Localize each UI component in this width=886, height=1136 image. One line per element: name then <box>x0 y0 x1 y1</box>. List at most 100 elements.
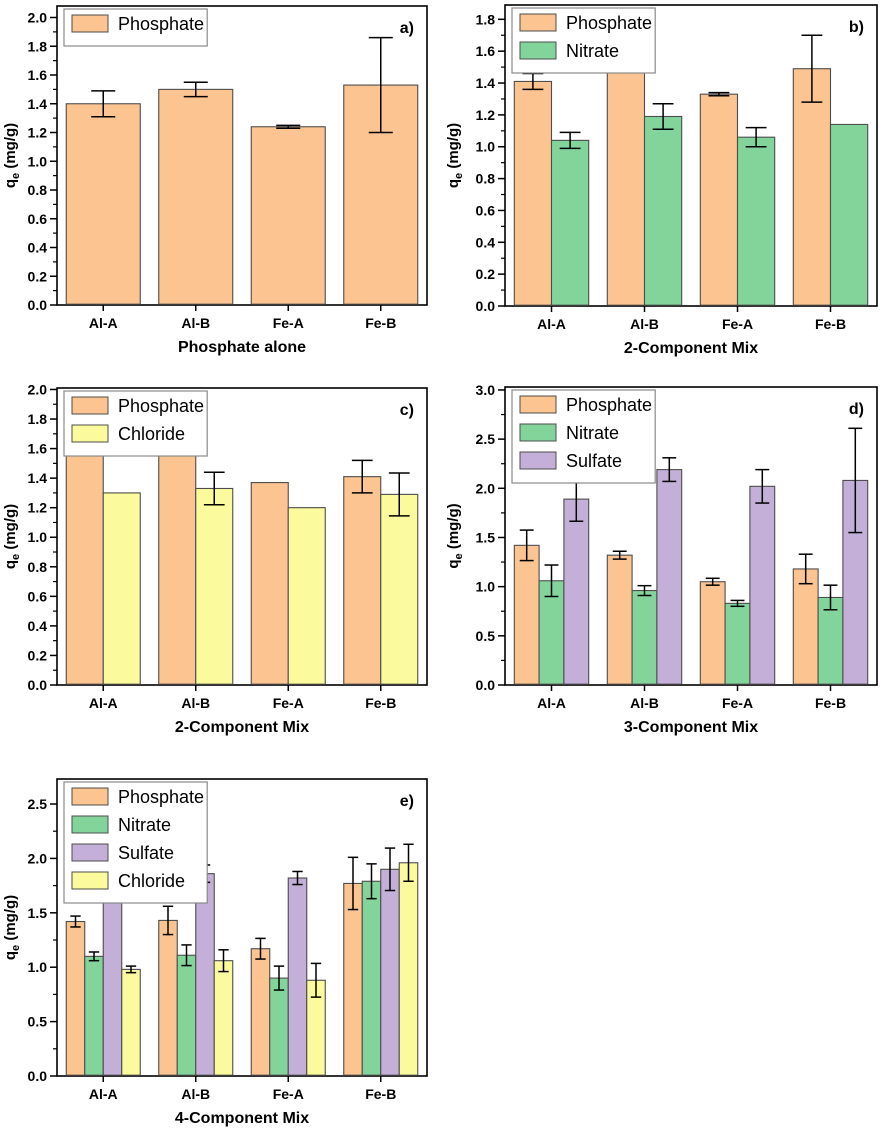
legend-label-phosphate: Phosphate <box>566 395 652 415</box>
panel-a: 0.0 0.2 0.4 0.6 0.8 1.0 1.2 1.4 1.6 1.8 2.0 Al-A Al-… <box>0 0 443 368</box>
bar-phosphate-fe-a <box>250 482 289 685</box>
legend-swatch-chloride <box>71 424 109 443</box>
y-tick-label: 0.0 <box>28 297 48 313</box>
bar-sulfate-fe-a <box>749 485 776 685</box>
legend-label-nitrate: Nitrate <box>566 41 619 61</box>
legend-label-nitrate: Nitrate <box>566 423 619 443</box>
y-tick-label: 0.4 <box>476 234 496 250</box>
y-axis-title: qe (mg/g) <box>445 123 465 188</box>
y-tick-label: 1.4 <box>28 96 48 112</box>
bar-phosphate-al-a <box>65 446 104 685</box>
y-tick-label: 0.6 <box>28 211 48 227</box>
bar-chloride-al-a <box>102 492 141 685</box>
x-category-label-al-a: Al-A <box>89 1086 118 1102</box>
y-tick-label: 1.2 <box>476 107 496 123</box>
bar-nitrate-al-b <box>176 954 197 1076</box>
x-axis-title: 3-Component Mix <box>624 719 758 736</box>
x-category-label-fe-b: Fe-B <box>365 1086 396 1102</box>
panel-letter-c: c) <box>400 402 414 419</box>
bar-nitrate-al-b <box>643 115 683 306</box>
x-category-label-fe-b: Fe-B <box>815 695 846 711</box>
bar-phosphate-al-b <box>606 554 633 685</box>
panel-letter-e: e) <box>400 793 414 810</box>
y-tick-label: 1.0 <box>28 153 48 169</box>
bar-phosphate-fe-b <box>343 476 382 685</box>
bar-nitrate-al-a <box>550 139 590 306</box>
bar-nitrate-al-a <box>84 955 104 1076</box>
x-category-label-fe-a: Fe-A <box>273 315 304 331</box>
bar-nitrate-fe-a <box>724 602 751 685</box>
bar-chloride-fe-b <box>398 862 419 1076</box>
legend-label-sulfate: Sulfate <box>566 451 622 471</box>
bar-sulfate-al-a <box>563 498 590 685</box>
bar-phosphate-fe-b <box>792 568 819 685</box>
x-axis-title: 4-Component Mix <box>175 1110 309 1127</box>
bar-sulfate-fe-b <box>380 868 400 1076</box>
y-tick-label: 0.5 <box>28 1014 48 1030</box>
y-tick-label: 0.0 <box>476 298 496 314</box>
y-tick-label: 0.2 <box>28 647 48 663</box>
y-tick-label: 0.0 <box>28 1068 48 1084</box>
bar-sulfate-al-a <box>102 873 123 1076</box>
x-axis-title: 2-Component Mix <box>624 340 758 357</box>
y-tick-label: 1.5 <box>28 905 48 921</box>
x-category-label-al-b: Al-B <box>181 695 210 711</box>
bar-phosphate-al-a <box>513 80 553 306</box>
bar-sulfate-al-b <box>195 873 215 1076</box>
legend-swatch-nitrate <box>519 423 557 442</box>
legend-swatch-phosphate <box>519 13 557 32</box>
y-tick-label: 2.0 <box>28 850 48 866</box>
legend-label-phosphate: Phosphate <box>118 396 204 416</box>
bar-chloride-al-b <box>195 487 234 685</box>
bar-chloride-al-b <box>213 960 234 1076</box>
x-category-label-al-a: Al-A <box>89 695 118 711</box>
y-axis-title: qe (mg/g) <box>2 895 22 960</box>
y-tick-label: 1.4 <box>28 470 48 486</box>
legend-label-chloride: Chloride <box>118 871 185 891</box>
x-category-label-al-b: Al-B <box>630 695 659 711</box>
y-tick-label: 0.6 <box>476 202 496 218</box>
bar-phosphate-al-b <box>158 919 178 1076</box>
y-tick-label: 1.8 <box>476 11 496 27</box>
x-category-label-al-a: Al-A <box>89 315 118 331</box>
x-category-label-al-a: Al-A <box>537 695 566 711</box>
x-category-label-fe-b: Fe-B <box>815 316 846 332</box>
y-tick-label: 1.2 <box>28 500 48 516</box>
x-category-label-al-b: Al-B <box>181 1086 210 1102</box>
y-tick-label: 2.0 <box>28 10 48 26</box>
bar-nitrate-al-a <box>538 580 565 685</box>
x-category-label-al-a: Al-A <box>537 316 566 332</box>
y-tick-label: 0.8 <box>476 171 496 187</box>
y-tick-label: 0.8 <box>28 559 48 575</box>
chart-svg-d: 0.0 0.5 1.0 1.5 2.0 2.5 3.0 Al-A Al-B Fe-A Fe-B 3-C… <box>445 382 878 736</box>
y-tick-label: 0.8 <box>28 182 48 198</box>
panel-e: 0.0 0.5 1.0 1.5 2.0 2.5 Al-A Al-B Fe-A Fe-B 4-Comp… <box>0 763 443 1136</box>
y-tick-label: 2.0 <box>476 480 496 496</box>
y-tick-label: 1.6 <box>28 441 48 457</box>
panel-b: 0.0 0.2 0.4 0.6 0.8 1.0 1.2 1.4 1.6 1.8 Al-A Al-B Fe… <box>443 0 886 368</box>
y-tick-label: 2.5 <box>476 431 496 447</box>
legend-swatch-nitrate <box>519 41 557 60</box>
chart-svg-e: 0.0 0.5 1.0 1.5 2.0 2.5 Al-A Al-B Fe-A Fe-B 4-Comp… <box>2 778 428 1127</box>
y-tick-label: 0.4 <box>28 240 48 256</box>
y-tick-label: 2.0 <box>28 381 48 397</box>
y-tick-label: 0.2 <box>28 268 48 284</box>
legend-label-sulfate: Sulfate <box>118 843 174 863</box>
y-tick-label: 0.4 <box>28 618 48 634</box>
y-tick-label: 1.0 <box>28 529 48 545</box>
bar-sulfate-al-b <box>656 469 683 685</box>
y-tick-label: 1.2 <box>28 125 48 141</box>
legend-label-chloride: Chloride <box>118 424 185 444</box>
x-category-label-fe-b: Fe-B <box>365 315 396 331</box>
bar-phosphate-fe-a <box>250 948 271 1076</box>
x-category-label-fe-a: Fe-A <box>273 695 304 711</box>
bar-chloride-al-a <box>121 968 141 1076</box>
legend-swatch-phosphate <box>519 395 557 414</box>
legend-label-phosphate: Phosphate <box>118 14 204 34</box>
y-tick-label: 1.8 <box>28 38 48 54</box>
x-axis-title: Phosphate alone <box>178 339 306 356</box>
bar-phosphate-al-b <box>158 448 197 685</box>
legend-swatch-nitrate <box>71 815 109 834</box>
bar-phosphate-fe-b <box>792 68 832 306</box>
bar-sulfate-fe-a <box>287 877 308 1076</box>
